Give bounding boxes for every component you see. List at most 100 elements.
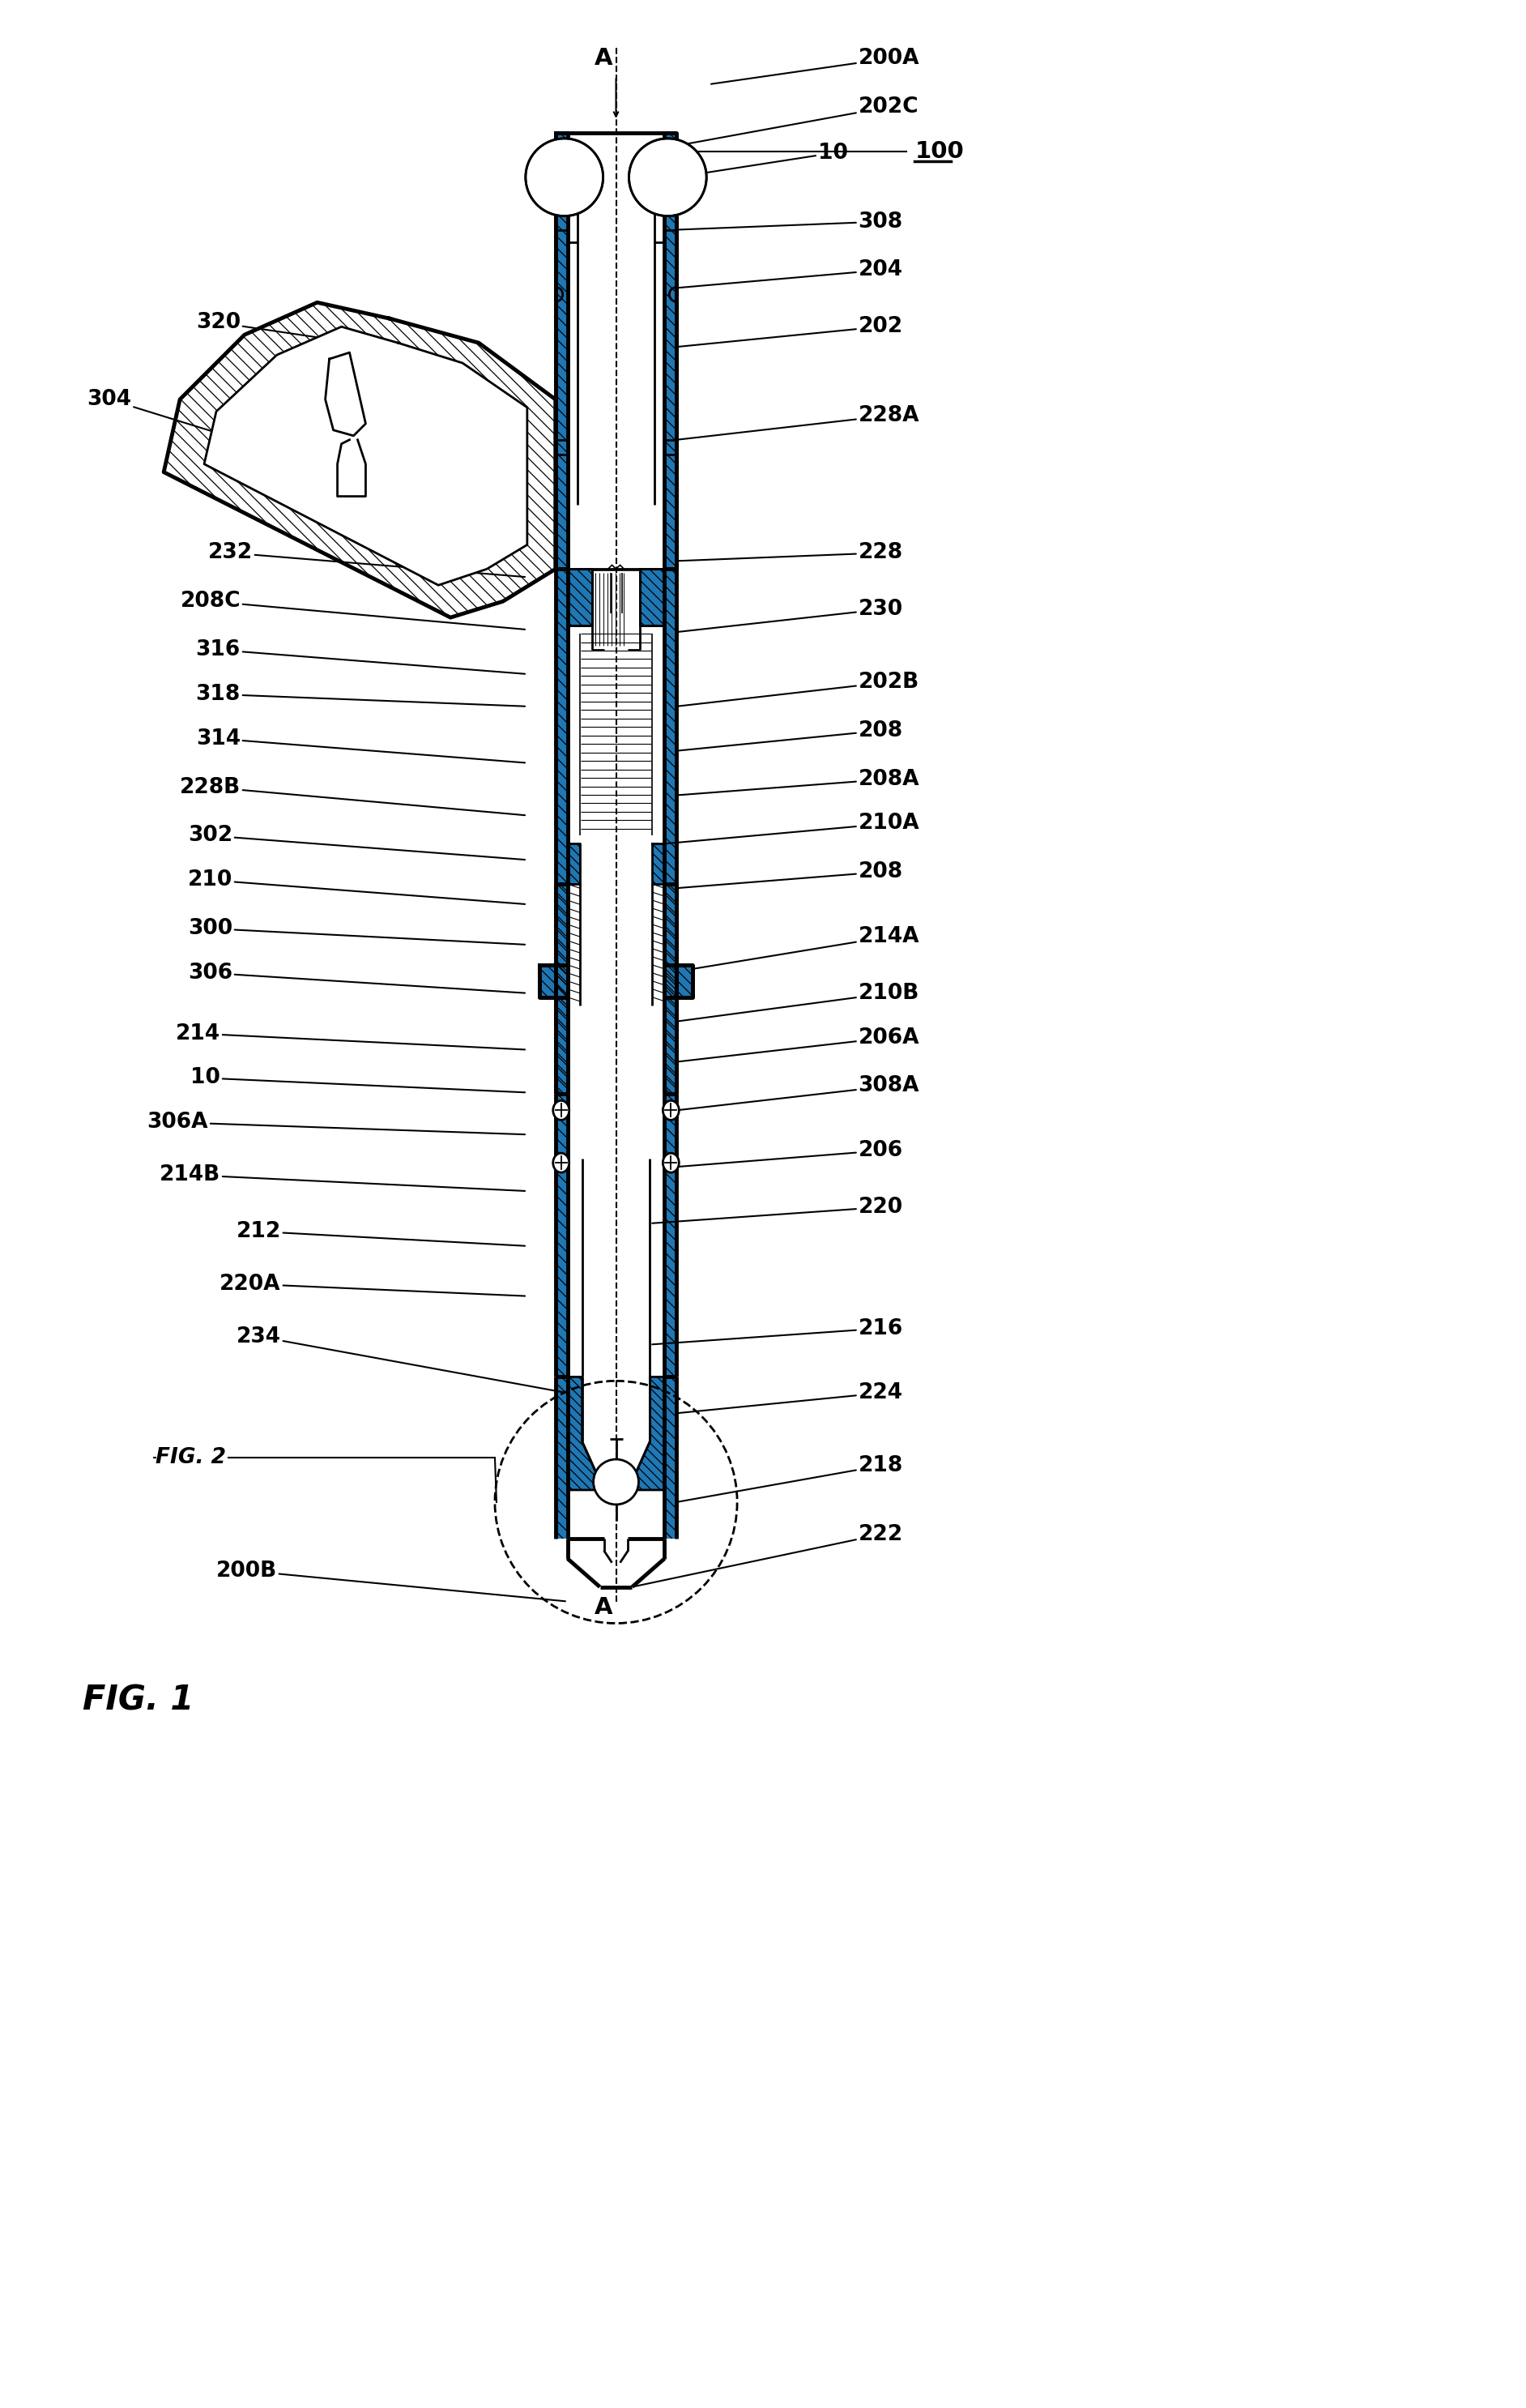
Polygon shape [629,1377,664,1491]
Text: 300: 300 [188,917,525,944]
Circle shape [629,137,707,217]
Polygon shape [539,966,568,997]
Text: 216: 216 [652,1317,903,1344]
Text: 220: 220 [652,1197,903,1223]
Text: 234: 234 [237,1327,565,1392]
Text: 304: 304 [87,388,250,443]
Ellipse shape [552,1100,569,1120]
Polygon shape [652,843,664,884]
Ellipse shape [662,1153,679,1173]
Text: 212: 212 [237,1221,525,1245]
Text: 210A: 210A [667,814,920,843]
Polygon shape [204,327,526,585]
Text: 210: 210 [188,869,525,903]
Text: 202B: 202B [679,672,919,706]
Polygon shape [568,1377,604,1491]
Text: 218: 218 [679,1454,903,1503]
Polygon shape [664,568,676,1093]
Polygon shape [525,140,603,217]
Text: 208C: 208C [180,590,525,628]
Text: 214A: 214A [694,927,920,968]
Text: 10: 10 [679,142,848,176]
Polygon shape [525,140,603,217]
Text: 10: 10 [191,1067,525,1093]
Polygon shape [664,1093,676,1377]
Polygon shape [641,568,664,626]
Text: 232: 232 [208,542,525,578]
Polygon shape [555,884,568,1093]
Polygon shape [664,966,693,997]
Polygon shape [664,166,676,568]
Polygon shape [664,884,676,1093]
Polygon shape [555,166,568,568]
Polygon shape [555,132,568,166]
Text: 208: 208 [679,720,903,751]
Text: 228A: 228A [679,405,920,441]
Text: 228B: 228B [180,778,525,816]
Polygon shape [555,568,568,1093]
Circle shape [525,137,603,217]
Text: 214: 214 [175,1023,525,1050]
Polygon shape [629,140,707,217]
Text: FIG. 1: FIG. 1 [82,1683,194,1717]
Polygon shape [652,843,664,884]
Polygon shape [629,1377,664,1491]
Polygon shape [568,843,580,884]
Polygon shape [664,132,676,166]
Text: 320: 320 [195,313,380,347]
Text: 314: 314 [195,727,525,763]
Polygon shape [568,568,592,626]
Ellipse shape [662,1100,679,1120]
Text: 318: 318 [195,684,525,706]
Text: 204: 204 [679,260,903,287]
Text: A: A [595,1597,613,1618]
Polygon shape [163,303,555,616]
Polygon shape [555,166,568,568]
Polygon shape [664,884,676,1093]
Text: 214B: 214B [159,1165,525,1192]
Text: 230: 230 [679,600,903,631]
Text: 200A: 200A [711,48,920,84]
Polygon shape [664,1093,676,1377]
Text: 206: 206 [679,1139,903,1165]
Text: 206A: 206A [679,1028,920,1062]
Text: 222: 222 [635,1524,903,1587]
Text: 202C: 202C [679,96,919,144]
Text: 316: 316 [195,638,525,674]
Ellipse shape [552,1153,569,1173]
Polygon shape [664,568,676,1093]
Polygon shape [629,140,707,217]
Text: 302: 302 [188,826,525,860]
Polygon shape [664,132,676,166]
Polygon shape [555,1377,568,1539]
Text: 308: 308 [679,212,903,231]
Polygon shape [555,1093,568,1377]
Polygon shape [664,1377,676,1539]
Text: 224: 224 [679,1382,903,1413]
Text: 210B: 210B [679,982,919,1021]
Text: FIG. 2: FIG. 2 [156,1447,226,1469]
Polygon shape [664,966,693,997]
Circle shape [594,1459,639,1505]
Polygon shape [568,568,592,626]
Text: 100: 100 [914,140,964,164]
Polygon shape [555,884,568,1093]
Polygon shape [641,568,664,626]
Polygon shape [555,568,568,1093]
Polygon shape [664,166,676,568]
Text: 308A: 308A [679,1076,920,1110]
Text: A: A [595,48,613,70]
Polygon shape [555,1093,568,1377]
Polygon shape [325,352,366,436]
Polygon shape [568,1377,604,1491]
Polygon shape [555,132,568,166]
Text: 306A: 306A [146,1112,525,1134]
Text: 220A: 220A [220,1274,525,1296]
Polygon shape [555,1377,568,1539]
Text: 208A: 208A [679,768,920,795]
Polygon shape [568,843,580,884]
Polygon shape [163,303,555,616]
Text: 208: 208 [679,862,903,889]
Polygon shape [163,303,555,616]
Text: 200B: 200B [215,1560,565,1601]
